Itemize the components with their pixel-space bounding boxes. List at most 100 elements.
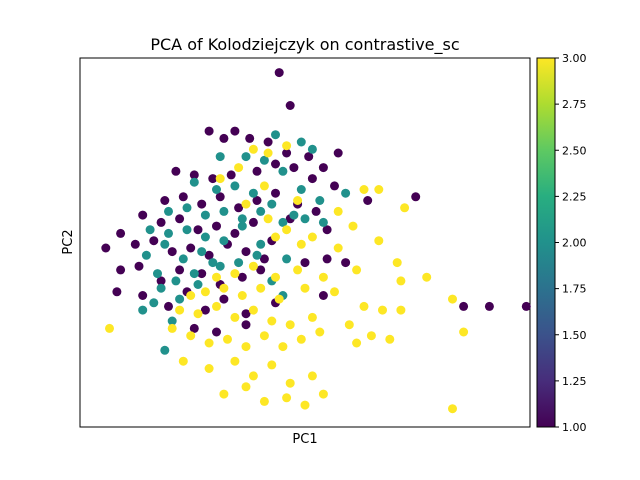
data-point-cluster-1 bbox=[116, 265, 126, 275]
data-point-cluster-2 bbox=[271, 130, 280, 140]
data-point-cluster-1 bbox=[248, 217, 258, 227]
data-point-cluster-1 bbox=[241, 320, 251, 330]
data-point-cluster-2 bbox=[138, 305, 148, 315]
colorbar-ticks: 1.00 1.25 1.50 1.75 2.00 2.25 2.50 2.75 3.00 bbox=[555, 52, 587, 434]
data-point-cluster-1 bbox=[167, 247, 177, 257]
data-point-cluster-2 bbox=[164, 206, 173, 216]
data-point-cluster-2 bbox=[164, 228, 173, 238]
data-point-cluster-1 bbox=[208, 174, 218, 184]
data-point-cluster-3 bbox=[193, 309, 203, 319]
data-point-cluster-1 bbox=[138, 291, 148, 300]
data-point-cluster-3 bbox=[348, 221, 358, 231]
data-point-cluster-3 bbox=[333, 206, 343, 216]
data-point-cluster-2 bbox=[282, 254, 292, 264]
data-point-cluster-3 bbox=[267, 360, 277, 370]
data-point-cluster-3 bbox=[300, 400, 310, 410]
data-point-cluster-2 bbox=[341, 188, 351, 198]
data-point-cluster-1 bbox=[189, 323, 199, 333]
colorbar-tick-label: 1.50 bbox=[562, 329, 587, 342]
data-point-cluster-2 bbox=[215, 261, 225, 271]
data-point-cluster-1 bbox=[271, 159, 280, 169]
data-point-cluster-3 bbox=[333, 243, 343, 253]
data-point-cluster-1 bbox=[156, 276, 166, 286]
data-point-cluster-3 bbox=[396, 305, 406, 315]
data-point-cluster-3 bbox=[448, 294, 457, 304]
data-point-cluster-3 bbox=[396, 276, 406, 286]
data-point-cluster-1 bbox=[318, 163, 328, 173]
data-point-cluster-1 bbox=[116, 228, 126, 238]
data-point-cluster-2 bbox=[241, 152, 251, 162]
data-point-cluster-1 bbox=[178, 192, 188, 202]
data-point-cluster-2 bbox=[160, 345, 170, 355]
data-point-cluster-2 bbox=[167, 316, 177, 326]
data-point-cluster-2 bbox=[259, 155, 269, 165]
data-point-cluster-3 bbox=[204, 364, 214, 373]
data-point-cluster-1 bbox=[237, 272, 247, 282]
data-point-cluster-3 bbox=[300, 283, 310, 293]
data-point-cluster-3 bbox=[167, 323, 177, 333]
data-point-cluster-3 bbox=[237, 291, 247, 300]
data-point-cluster-2 bbox=[215, 152, 225, 162]
data-point-cluster-1 bbox=[363, 196, 373, 205]
data-point-cluster-3 bbox=[241, 382, 251, 392]
data-point-cluster-3 bbox=[241, 199, 251, 209]
data-point-cluster-3 bbox=[344, 320, 354, 330]
data-point-cluster-3 bbox=[267, 316, 277, 326]
data-point-cluster-3 bbox=[259, 181, 269, 191]
data-point-cluster-3 bbox=[248, 261, 258, 271]
data-point-cluster-2 bbox=[307, 144, 317, 154]
data-point-cluster-3 bbox=[278, 342, 288, 352]
data-point-cluster-1 bbox=[234, 203, 244, 213]
data-point-cluster-3 bbox=[282, 393, 292, 403]
colorbar-tick-label: 2.00 bbox=[562, 237, 587, 250]
data-point-cluster-3 bbox=[230, 312, 240, 322]
data-point-cluster-1 bbox=[259, 254, 269, 264]
data-point-cluster-1 bbox=[263, 137, 273, 147]
data-point-cluster-3 bbox=[296, 334, 306, 344]
x-axis-label: PC1 bbox=[292, 432, 317, 447]
data-point-cluster-2 bbox=[212, 185, 221, 194]
data-point-cluster-1 bbox=[197, 199, 207, 209]
data-point-cluster-3 bbox=[366, 331, 376, 341]
data-point-cluster-3 bbox=[378, 305, 387, 315]
data-point-cluster-3 bbox=[263, 148, 273, 158]
data-point-cluster-1 bbox=[333, 148, 343, 158]
data-point-cluster-1 bbox=[156, 217, 166, 227]
data-point-cluster-1 bbox=[459, 301, 469, 311]
data-point-cluster-3 bbox=[318, 389, 328, 399]
data-point-cluster-1 bbox=[175, 214, 185, 224]
data-point-cluster-2 bbox=[153, 269, 162, 279]
colorbar-tick-label: 2.25 bbox=[562, 190, 587, 203]
data-point-cluster-3 bbox=[271, 232, 280, 242]
data-point-cluster-2 bbox=[178, 254, 188, 264]
data-point-cluster-3 bbox=[212, 301, 221, 311]
data-point-cluster-2 bbox=[237, 221, 247, 231]
data-point-cluster-2 bbox=[171, 276, 181, 286]
data-point-cluster-1 bbox=[189, 170, 199, 180]
data-point-cluster-2 bbox=[234, 258, 244, 268]
data-point-cluster-2 bbox=[200, 232, 210, 242]
data-point-cluster-1 bbox=[138, 210, 148, 220]
data-point-cluster-2 bbox=[267, 199, 277, 209]
data-point-cluster-1 bbox=[341, 258, 351, 268]
data-point-cluster-2 bbox=[208, 258, 218, 268]
data-point-cluster-2 bbox=[296, 137, 306, 147]
data-point-cluster-2 bbox=[256, 206, 266, 216]
data-point-cluster-3 bbox=[215, 174, 225, 184]
data-point-cluster-3 bbox=[212, 272, 221, 282]
data-point-cluster-1 bbox=[230, 126, 240, 136]
data-point-cluster-1 bbox=[282, 148, 292, 158]
data-point-cluster-3 bbox=[282, 225, 292, 235]
data-point-cluster-2 bbox=[182, 203, 192, 213]
data-point-cluster-1 bbox=[252, 166, 262, 176]
data-point-cluster-3 bbox=[352, 338, 362, 348]
data-point-cluster-1 bbox=[285, 101, 295, 110]
data-point-cluster-1 bbox=[289, 163, 299, 173]
data-point-cluster-3 bbox=[448, 404, 457, 414]
data-point-cluster-2 bbox=[300, 214, 310, 224]
data-point-cluster-3 bbox=[178, 356, 188, 366]
data-point-cluster-2 bbox=[182, 225, 192, 235]
colorbar-tick-label: 3.00 bbox=[562, 52, 587, 65]
data-point-cluster-1 bbox=[112, 287, 122, 297]
data-point-cluster-1 bbox=[322, 254, 332, 264]
